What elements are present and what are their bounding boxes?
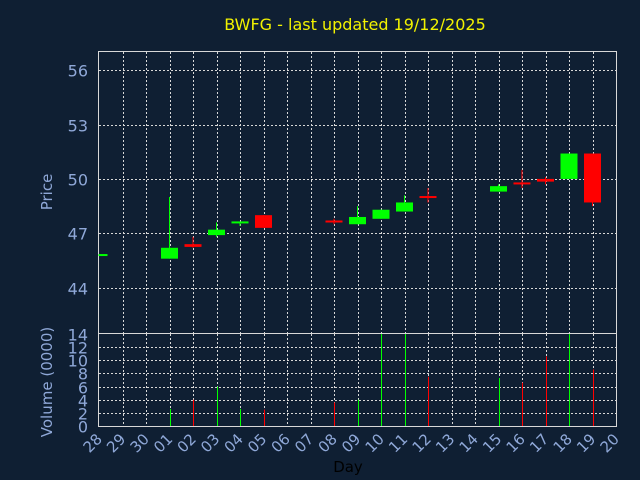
candle-body (325, 220, 343, 223)
volume-y-tick-label: 6 (78, 379, 88, 398)
price-y-tick-label: 53 (68, 117, 88, 136)
volume-panel-frame (98, 333, 617, 427)
candle-body (99, 254, 108, 257)
candle-body (584, 153, 601, 203)
volume-y-tick-label: 0 (78, 418, 88, 437)
volume-y-tick-label: 4 (78, 392, 88, 411)
volume-y-tick-label: 10 (68, 352, 88, 371)
price-y-tick-label: 56 (68, 62, 88, 81)
candles (98, 153, 601, 259)
candle-body (184, 244, 202, 247)
candle-body (372, 209, 390, 219)
volume-axis-label: Volume (0000) (38, 327, 56, 437)
volume-bars (170, 334, 594, 426)
x-axis-label: Day (333, 458, 363, 476)
price-y-tick-label: 44 (68, 280, 88, 299)
price-axis-label: Price (38, 174, 56, 211)
candle-body (231, 221, 249, 224)
volume-y-tick-label: 14 (68, 326, 88, 345)
candle-body (208, 229, 225, 236)
candle-body (255, 215, 272, 228)
candle-body (560, 153, 578, 179)
candle-body (490, 186, 507, 192)
candle-body (513, 182, 531, 185)
candle-body (349, 216, 366, 225)
candle-body (396, 202, 413, 212)
price-y-tick-label: 50 (68, 171, 88, 190)
candle-body (161, 247, 178, 259)
chart-title: BWFG - last updated 19/12/2025 (224, 15, 486, 34)
candle-body (537, 178, 554, 182)
price-y-ticks: 44 47 50 53 56 (68, 62, 88, 299)
candle-body (419, 196, 437, 199)
x-ticks: 2829300102030405060708091011121314151617… (80, 430, 623, 456)
volume-y-tick-label: 12 (68, 339, 88, 358)
price-y-tick-label: 47 (68, 225, 88, 244)
volume-y-tick-label: 8 (78, 365, 88, 384)
volume-y-tick-label: 2 (78, 405, 88, 424)
